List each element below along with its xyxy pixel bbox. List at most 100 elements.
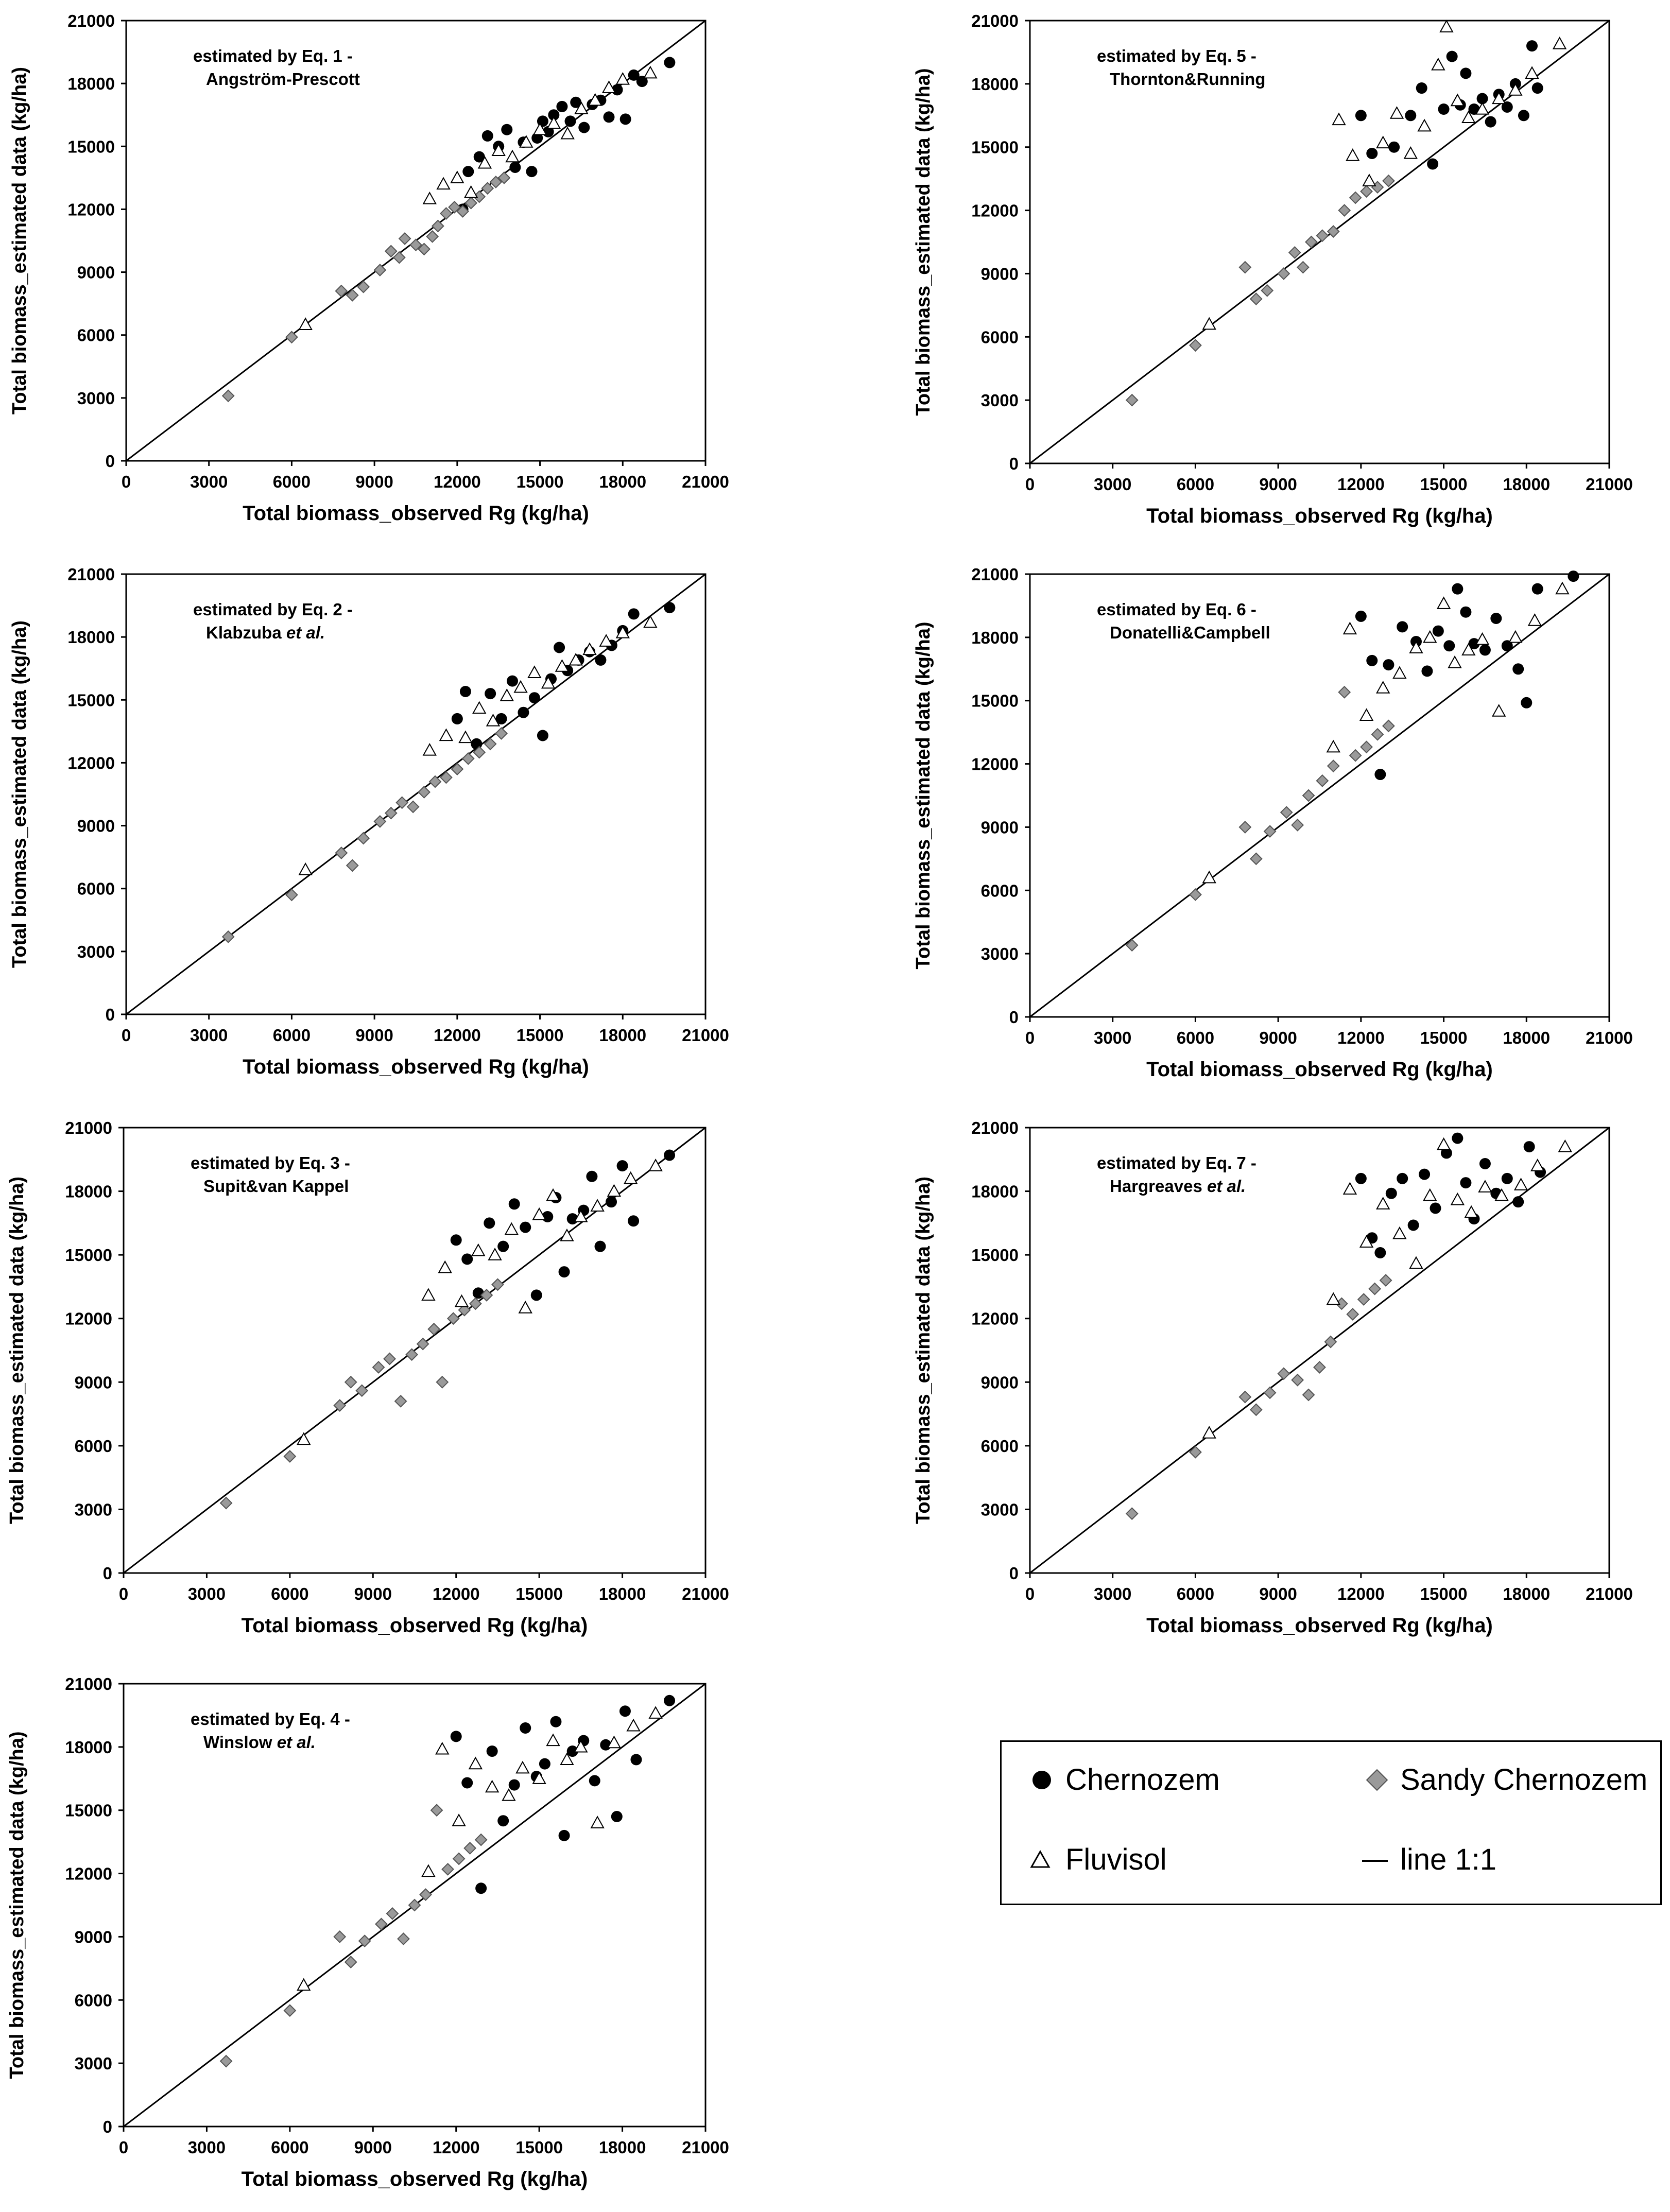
y-tick-label: 6000 — [981, 881, 1019, 900]
legend-label-sandy: Sandy Chernozem — [1400, 1763, 1648, 1796]
x-tick-label: 0 — [1025, 475, 1035, 494]
point-fluvisol — [1450, 1192, 1465, 1205]
point-sandy-chernozem — [1280, 806, 1293, 819]
point-sandy-chernozem — [357, 280, 370, 293]
point-chernozem — [595, 654, 607, 666]
x-tick-label: 21000 — [1586, 1584, 1633, 1603]
point-sandy-chernozem — [1313, 1361, 1326, 1374]
point-fluvisol — [1376, 681, 1390, 694]
point-sandy-chernozem — [1302, 789, 1315, 802]
legend-chernozem-marker — [1022, 1765, 1058, 1795]
point-fluvisol — [1494, 1188, 1509, 1201]
point-chernozem — [1438, 103, 1450, 115]
point-fluvisol — [527, 665, 542, 678]
point-fluvisol — [421, 1864, 436, 1877]
point-fluvisol — [560, 126, 575, 140]
point-sandy-chernozem — [440, 771, 453, 784]
point-chernozem — [530, 1289, 542, 1301]
x-tick-label: 21000 — [682, 472, 729, 491]
x-axis-title: Total biomass_observed Rg (kg/ha) — [1146, 1058, 1493, 1081]
point-chernozem — [1430, 1202, 1441, 1214]
panel-annotation-line: estimated by Eq. 7 - — [1097, 1153, 1256, 1172]
point-chernozem — [1419, 1168, 1431, 1180]
point-sandy-chernozem — [357, 832, 370, 845]
point-chernozem — [508, 1779, 520, 1791]
y-tick-label: 21000 — [65, 1674, 112, 1693]
point-chernozem — [1523, 1141, 1535, 1153]
point-chernozem — [1531, 583, 1543, 595]
point-fluvisol — [1436, 596, 1451, 609]
point-chernozem — [450, 1731, 462, 1742]
point-fluvisol — [546, 1188, 560, 1201]
point-fluvisol — [582, 642, 597, 655]
point-sandy-chernozem — [489, 176, 503, 188]
x-tick-label: 15000 — [515, 1584, 563, 1603]
y-tick-label: 18000 — [65, 1738, 112, 1757]
point-sandy-chernozem — [1349, 749, 1362, 762]
point-chernozem — [1479, 1158, 1491, 1170]
x-tick-label: 9000 — [355, 1026, 393, 1045]
y-tick-label: 21000 — [971, 565, 1019, 584]
point-sandy-chernozem — [1277, 1367, 1290, 1380]
point-sandy-chernozem — [1360, 740, 1373, 754]
point-fluvisol — [1342, 1182, 1357, 1195]
x-axis-title: Total biomass_observed Rg (kg/ha) — [1146, 505, 1493, 527]
legend-label-fluvisol: Fluvisol — [1065, 1843, 1167, 1876]
y-tick-label: 3000 — [981, 391, 1019, 410]
point-sandy-chernozem — [408, 1898, 421, 1912]
x-tick-label: 6000 — [1177, 475, 1214, 494]
point-sandy-chernozem — [430, 1804, 443, 1817]
panel-annotation-line: estimated by Eq. 5 - — [1097, 46, 1256, 65]
x-tick-label: 15000 — [517, 1026, 564, 1045]
point-sandy-chernozem — [373, 264, 387, 276]
chart-panel-eq7: 00 3000 3000 6000 6000 9000 9000 12000 12000 1500… — [913, 1118, 1633, 1637]
point-sandy-chernozem — [1349, 191, 1362, 204]
point-chernozem — [508, 1198, 520, 1210]
point-sandy-chernozem — [285, 888, 298, 902]
point-chernozem — [1432, 625, 1444, 637]
point-fluvisol — [450, 170, 464, 183]
point-fluvisol — [1346, 148, 1360, 161]
point-fluvisol — [1527, 613, 1542, 626]
point-chernozem — [1366, 654, 1378, 666]
y-tick-label: 0 — [103, 2117, 112, 2136]
point-sandy-chernozem — [333, 1399, 347, 1412]
y-tick-label: 9000 — [75, 1373, 112, 1392]
panel-annotation-line: estimated by Eq. 1 - — [193, 46, 353, 65]
point-sandy-chernozem — [1261, 284, 1274, 297]
point-fluvisol — [1403, 146, 1418, 159]
point-chernozem — [1407, 1219, 1419, 1231]
point-sandy-chernozem — [463, 1842, 477, 1855]
point-sandy-chernozem — [335, 846, 348, 859]
point-sandy-chernozem — [221, 389, 235, 403]
chart-panel-eq6: 00 3000 3000 6000 6000 9000 9000 12000 12000 1500… — [913, 565, 1633, 1081]
point-sandy-chernozem — [1263, 825, 1277, 838]
x-tick-label: 21000 — [682, 1584, 729, 1603]
point-fluvisol — [1439, 20, 1454, 32]
point-chernozem — [1416, 82, 1427, 94]
y-tick-label: 12000 — [971, 755, 1019, 774]
y-tick-label: 21000 — [67, 11, 115, 30]
point-fluvisol — [1461, 643, 1476, 656]
y-tick-label: 6000 — [75, 1437, 112, 1456]
point-chernozem — [606, 1196, 617, 1208]
x-tick-label: 15000 — [1420, 475, 1468, 494]
x-tick-label: 21000 — [1586, 475, 1633, 494]
point-chernozem — [451, 713, 463, 724]
point-fluvisol — [485, 1779, 500, 1793]
point-fluvisol — [607, 1735, 622, 1749]
point-sandy-chernozem — [1249, 852, 1263, 866]
point-sandy-chernozem — [481, 182, 494, 195]
point-sandy-chernozem — [416, 1337, 429, 1351]
point-chernozem — [603, 111, 615, 123]
x-tick-label: 21000 — [682, 1026, 729, 1045]
point-fluvisol — [532, 1207, 546, 1220]
y-axis-title: Total biomass_estimated data (kg/ha) — [6, 1177, 28, 1524]
point-sandy-chernozem — [418, 786, 431, 799]
point-chernozem — [664, 602, 676, 614]
point-fluvisol — [1552, 36, 1567, 49]
x-tick-label: 0 — [1025, 1028, 1035, 1047]
y-tick-label: 18000 — [971, 1182, 1019, 1201]
point-sandy-chernozem — [1316, 774, 1329, 787]
